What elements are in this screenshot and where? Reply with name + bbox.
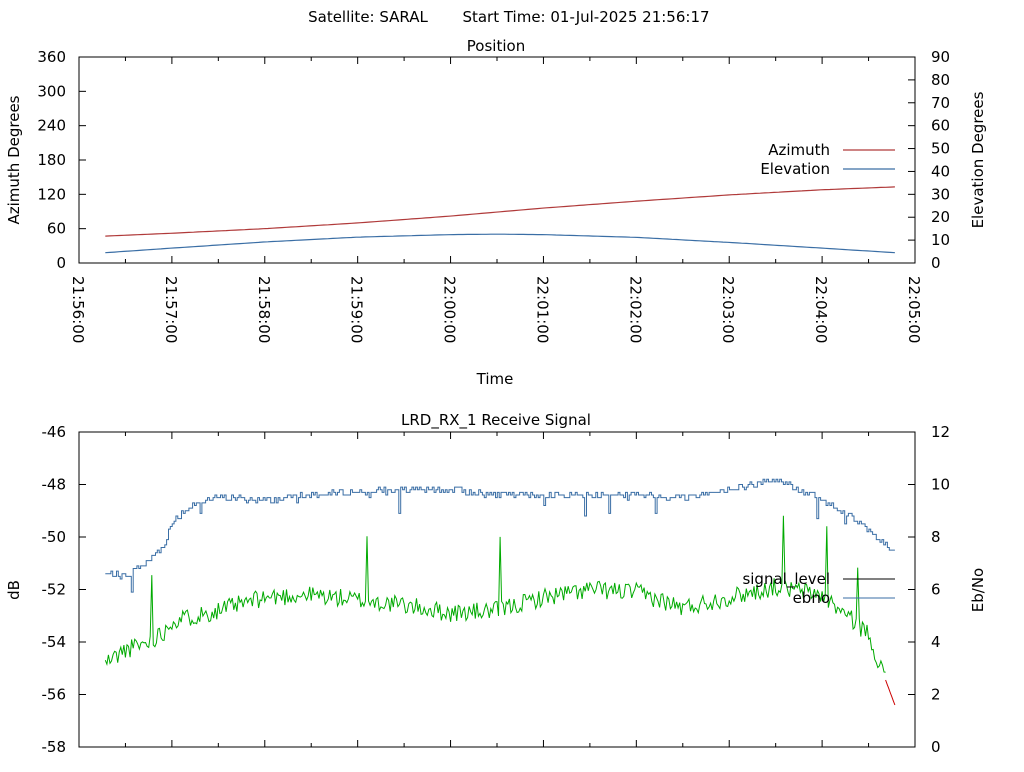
satellite-label: Satellite: SARAL: [308, 8, 428, 26]
signal-plot-frame: [78, 431, 916, 748]
position-y-left-tick-label: 60: [47, 220, 66, 238]
signal-y-left-tick-label: -48: [42, 476, 67, 494]
position-chart: Position Azimuth Degrees Elevation Degre…: [5, 37, 987, 388]
signal-chart: LRD_RX_1 Receive Signal dB Eb/No -46-48-…: [5, 411, 987, 756]
signal-y-left-tick-label: -46: [42, 423, 67, 441]
position-y-right-tick-label: 50: [931, 140, 950, 158]
position-y-right-label: Elevation Degrees: [969, 91, 987, 228]
position-x-tick-label: 22:05:00: [905, 276, 923, 343]
signal-y-right-tick-label: 0: [931, 738, 941, 756]
signal-series-signal-level-line: [104, 515, 886, 673]
position-series: [105, 186, 895, 254]
signal-y-right-label: Eb/No: [969, 568, 987, 612]
position-series-elevation-line: [105, 233, 895, 254]
position-x-tick-label: 22:02:00: [626, 276, 644, 343]
position-x-tick-label: 22:04:00: [812, 276, 830, 343]
position-legend-label-elevation: Elevation: [760, 160, 830, 178]
position-x-tick-label: 21:56:00: [69, 276, 87, 343]
position-series-azimuth-line: [105, 186, 895, 237]
position-x-tick-label: 21:59:00: [348, 276, 366, 343]
position-y-right-tick-label: 30: [931, 185, 950, 203]
position-y-right-tick-label: 60: [931, 117, 950, 135]
signal-y-left-tick-label: -54: [42, 633, 67, 651]
signal-y-right-tick-label: 10: [931, 476, 950, 494]
position-y-left-tick-label: 120: [37, 185, 66, 203]
position-y-right-tick-label: 0: [931, 254, 941, 272]
position-y-right-tick-label: 40: [931, 162, 950, 180]
position-y-left-label: Azimuth Degrees: [5, 95, 23, 224]
signal-y-right-tick-label: 8: [931, 528, 941, 546]
signal-chart-title: LRD_RX_1 Receive Signal: [401, 411, 591, 430]
signal-legend-label-signal-level: signal_level: [742, 570, 830, 589]
signal-series-signal-level-tail: [885, 679, 896, 706]
position-y-right-tick-label: 20: [931, 208, 950, 226]
position-x-tick-label: 21:58:00: [255, 276, 273, 343]
signal-series: [104, 478, 896, 706]
position-y-left-tick-label: 240: [37, 117, 66, 135]
signal-y-left-tick-label: -56: [42, 686, 67, 704]
position-x-tick-label: 21:57:00: [162, 276, 180, 343]
start-time-label: Start Time: 01-Jul-2025 21:56:17: [462, 8, 709, 26]
position-y-right-tick-label: 10: [931, 231, 950, 249]
position-y-right-tick-label: 90: [931, 48, 950, 66]
signal-y-left-label: dB: [5, 580, 23, 600]
position-legend-label-azimuth: Azimuth: [768, 141, 830, 159]
position-y-left-tick-label: 180: [37, 151, 66, 169]
position-x-tick-label: 22:03:00: [719, 276, 737, 343]
signal-y-right-tick-label: 12: [931, 423, 950, 441]
position-y-left-tick-label: 300: [37, 82, 66, 100]
signal-y-left-tick-label: -52: [42, 581, 67, 599]
position-x-tick-label: 22:01:00: [533, 276, 551, 343]
position-x-tick-label: 22:00:00: [441, 276, 459, 343]
position-axes: 0 60 120 180 240 300 360 0 10 20 30 40 50 60 70 80 90 21:…: [37, 48, 950, 343]
signal-y-right-tick-label: 4: [931, 633, 941, 651]
position-chart-title: Position: [467, 37, 525, 55]
signal-series-ebno-line: [105, 478, 895, 593]
signal-y-left-tick-label: -58: [42, 738, 67, 756]
position-y-right-tick-label: 70: [931, 94, 950, 112]
position-y-right-tick-label: 80: [931, 71, 950, 89]
signal-y-left-tick-label: -50: [42, 528, 67, 546]
position-y-left-tick-label: 0: [56, 254, 66, 272]
signal-y-right-tick-label: 6: [931, 581, 941, 599]
signal-legend-label-ebno: ebno: [793, 589, 830, 607]
position-y-left-tick-label: 360: [37, 48, 66, 66]
signal-axes: -46 -48 -50 -52 -54 -56 -58 0 2 4 6 8 10 12: [42, 423, 951, 756]
signal-y-right-tick-label: 2: [931, 686, 941, 704]
position-x-label: Time: [476, 370, 514, 388]
